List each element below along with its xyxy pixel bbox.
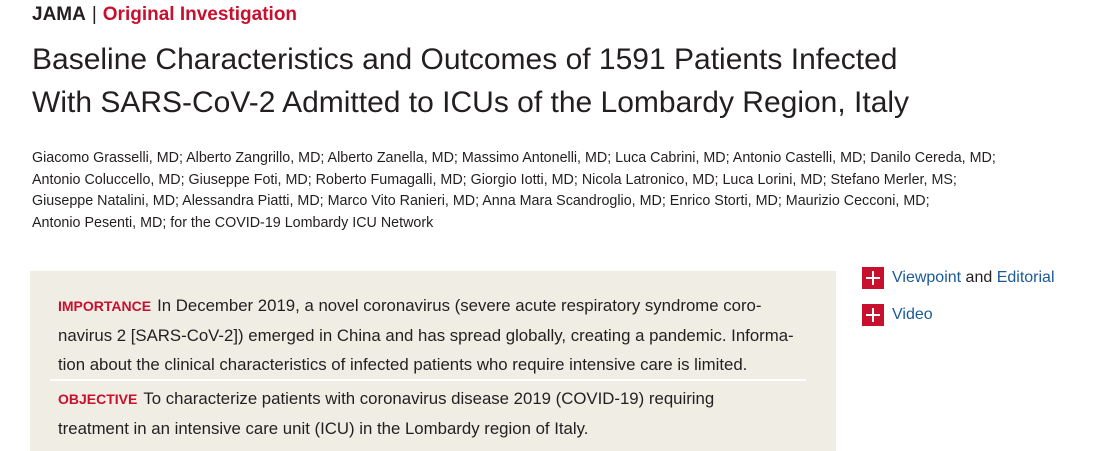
section-label: IMPORTANCE xyxy=(58,298,152,314)
title-line: With SARS-CoV-2 Admitted to ICUs of the … xyxy=(32,86,910,119)
abstract: IMPORTANCE In December 2019, a novel coro… xyxy=(30,271,836,451)
abstract-text: To characterize patients with coronaviru… xyxy=(143,389,715,408)
author-line: Antonio Pesenti, MD; for the COVID-19 Lo… xyxy=(32,214,434,231)
separator: | xyxy=(91,4,97,25)
author-line: Antonio Coluccello, MD; Giuseppe Foti, M… xyxy=(32,171,957,188)
abstract-text: In December 2019, a novel coronavirus (s… xyxy=(157,296,762,315)
objective: OBJECTIVE To characterize patients with c… xyxy=(58,384,714,443)
abstract-line: treatment in an intensive care unit (ICU… xyxy=(58,419,589,438)
title-line: Baseline Characteristics and Outcomes of… xyxy=(32,43,898,76)
journal: JAMA xyxy=(32,4,86,25)
link-text: and xyxy=(965,269,993,287)
author-line: Giacomo Grasselli, MD; Alberto Zangrillo… xyxy=(32,150,996,166)
title: Baseline Characteristics and Outcomes of… xyxy=(32,38,909,124)
abstract-line: tion about the clinical characteristics … xyxy=(58,355,748,374)
plus-icon xyxy=(862,304,884,326)
abstract-line: navirus 2 [SARS-CoV-2]) emerged in China… xyxy=(58,326,794,345)
abstract-line: IMPORTANCE In December 2019, a novel coro… xyxy=(58,291,794,321)
author-line: Giuseppe Natalini, MD; Alessandra Piatti… xyxy=(32,193,930,209)
page: JAMA | Original Investigation Baseline Cha… xyxy=(30,4,1055,451)
divider xyxy=(50,379,806,381)
header: JAMA | Original Investigation xyxy=(32,4,297,26)
section: Original Investigation xyxy=(102,4,298,25)
related-link[interactable]: Viewpoint and Editorial xyxy=(862,267,1055,289)
plus-icon xyxy=(862,267,884,289)
authors: Giacomo Grasselli, MD; Alberto Zangrillo… xyxy=(32,148,996,234)
link[interactable]: Editorial xyxy=(996,269,1055,287)
link[interactable]: Video xyxy=(892,306,933,324)
section-label: OBJECTIVE xyxy=(58,391,138,407)
abstract-line: OBJECTIVE To characterize patients with c… xyxy=(58,384,714,414)
link[interactable]: Viewpoint xyxy=(892,269,962,287)
related-link[interactable]: Video xyxy=(862,304,933,326)
importance: IMPORTANCE In December 2019, a novel coro… xyxy=(58,291,794,379)
